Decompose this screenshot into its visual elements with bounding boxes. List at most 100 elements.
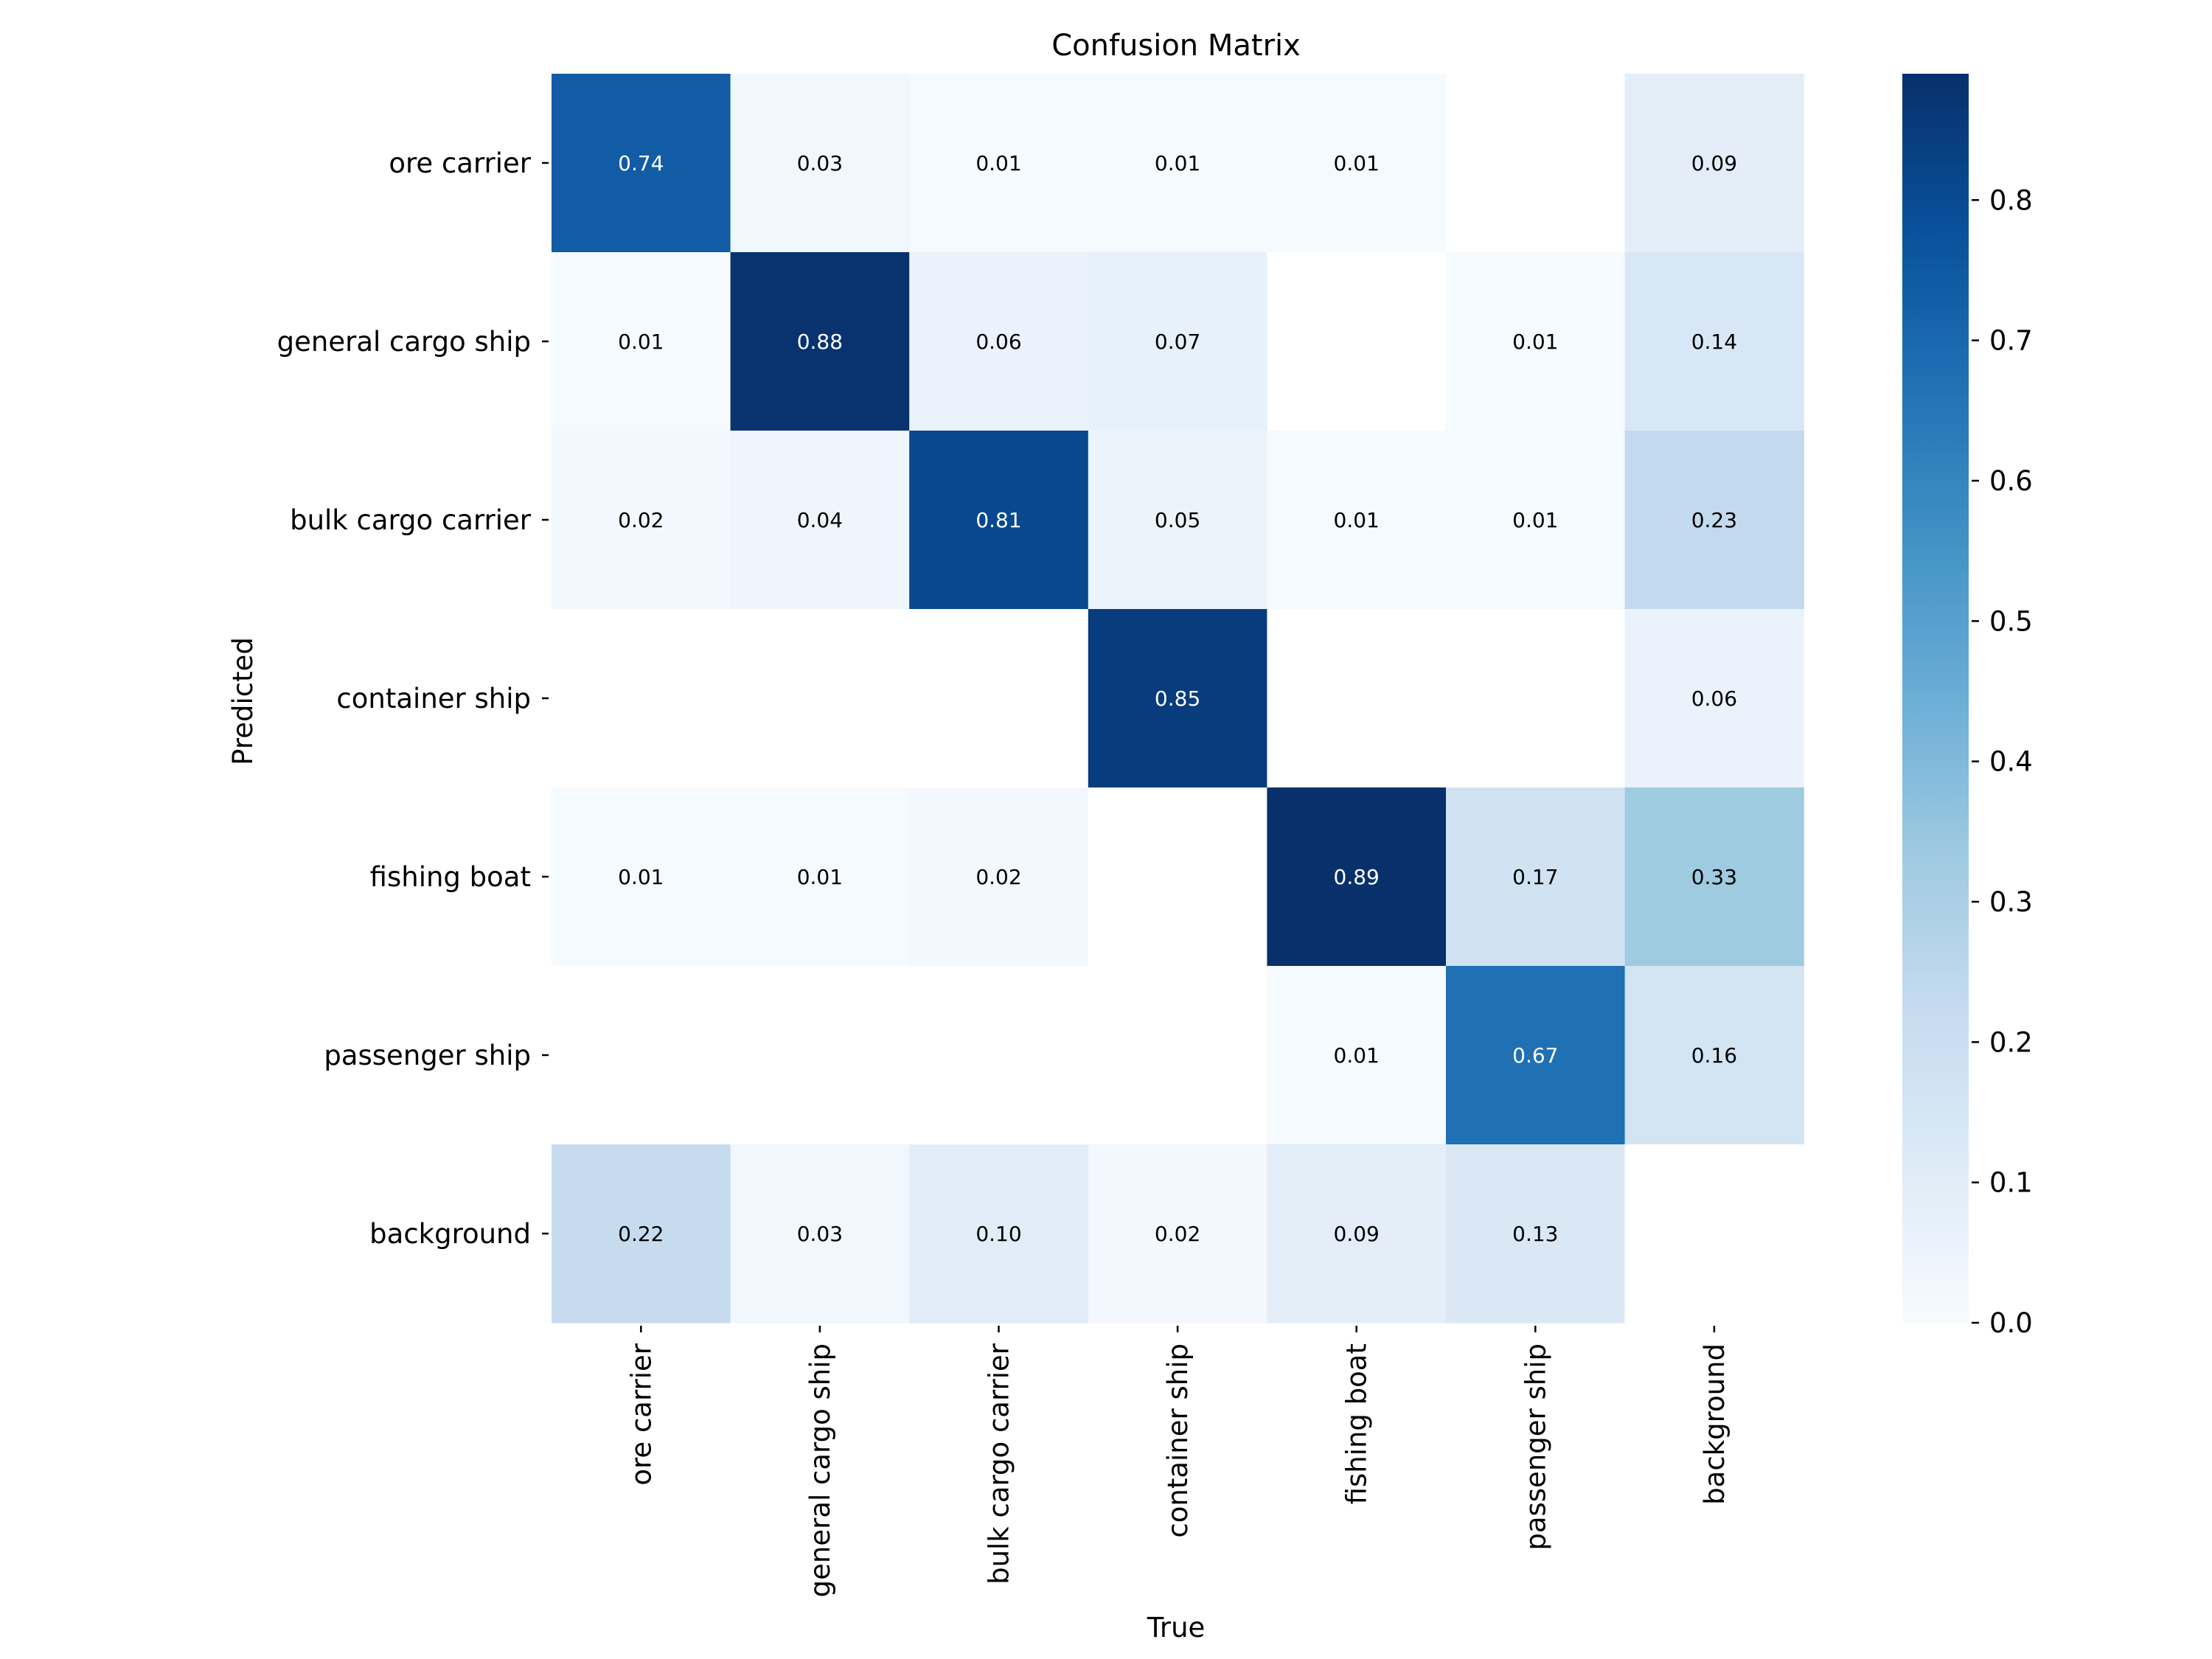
- heatmap-cell: [1088, 1144, 1267, 1324]
- colorbar-tick-label: 0.1: [1989, 1167, 2033, 1199]
- cell-value-label: 0.01: [618, 865, 664, 889]
- cell-value-label: 0.01: [1334, 1043, 1380, 1068]
- cell-value-label: 0.02: [975, 865, 1021, 889]
- cell-value-label: 0.09: [1334, 1222, 1380, 1246]
- cell-value-label: 0.06: [1691, 686, 1737, 711]
- heatmap-cell: [1267, 966, 1447, 1145]
- heatmap-cell: [1267, 609, 1447, 788]
- heatmap-cell: [730, 252, 910, 431]
- heatmap-cell: [1446, 609, 1626, 788]
- heatmap-cell: [552, 966, 731, 1145]
- cell-value-label: 0.01: [1334, 151, 1380, 175]
- cell-value-label: 0.89: [1334, 865, 1380, 889]
- heatmap-cell: [909, 966, 1089, 1145]
- y-tick-label: container ship: [336, 683, 531, 714]
- y-tick-label: background: [369, 1218, 531, 1250]
- x-axis-label: True: [1147, 1612, 1206, 1644]
- heatmap-cell: [1088, 609, 1267, 788]
- colorbar-tick-label: 0.4: [1989, 746, 2033, 778]
- heatmap-cell: [1446, 966, 1626, 1145]
- cell-value-label: 0.01: [1155, 151, 1200, 175]
- heatmap-cell: [1267, 74, 1447, 253]
- chart-title: Confusion Matrix: [1051, 29, 1301, 63]
- colorbar-tick-label: 0.0: [1989, 1307, 2033, 1339]
- colorbar-tick-label: 0.6: [1989, 465, 2033, 497]
- heatmap-cell: [730, 609, 910, 788]
- cell-value-label: 0.01: [1512, 508, 1558, 532]
- heatmap-cell: [909, 787, 1089, 967]
- heatmap-cell: [1624, 1144, 1804, 1324]
- heatmap-cell: [1088, 966, 1267, 1145]
- heatmap-cell: [552, 609, 731, 788]
- heatmap-cell: [1446, 787, 1626, 967]
- heatmap-cell: [1624, 966, 1804, 1145]
- heatmap-cell: [1446, 252, 1626, 431]
- heatmap-cell: [1446, 1144, 1626, 1324]
- cell-value-label: 0.01: [975, 151, 1021, 175]
- cell-value-label: 0.05: [1155, 508, 1200, 532]
- heatmap-cell: [1088, 431, 1267, 610]
- y-tick-label: passenger ship: [324, 1040, 531, 1071]
- heatmap-cell: [1624, 787, 1804, 967]
- cell-value-label: 0.09: [1691, 151, 1737, 175]
- colorbar-tick-label: 0.7: [1989, 325, 2033, 357]
- y-tick-label: ore carrier: [389, 147, 531, 179]
- x-tick-label: background: [1699, 1343, 1731, 1505]
- heatmap-cell: [730, 787, 910, 967]
- cell-value-label: 0.33: [1691, 865, 1737, 889]
- cell-value-label: 0.23: [1691, 508, 1737, 532]
- cell-value-label: 0.14: [1691, 330, 1737, 354]
- cell-value-label: 0.01: [797, 865, 843, 889]
- cell-value-label: 0.17: [1512, 865, 1558, 889]
- cell-value-label: 0.02: [618, 508, 664, 532]
- heatmap-cell: [1624, 74, 1804, 253]
- x-tick-label: fishing boat: [1341, 1343, 1373, 1504]
- cell-value-label: 0.06: [975, 330, 1021, 354]
- heatmap-cell: [909, 74, 1089, 253]
- heatmap-cell: [1446, 431, 1626, 610]
- x-axis: ore carrier general cargo ship bulk cargo …: [625, 1326, 1731, 1597]
- cell-value-label: 0.07: [1155, 330, 1200, 354]
- cell-value-label: 0.01: [1334, 508, 1380, 532]
- y-axis: ore carrier general cargo ship bulk cargo …: [277, 147, 549, 1250]
- heatmap-cell: [552, 252, 731, 431]
- heatmap-cell: [909, 609, 1089, 788]
- colorbar-tick-label: 0.5: [1989, 605, 2033, 637]
- heatmap-cell: [552, 787, 731, 967]
- heatmap-cell: [1267, 252, 1447, 431]
- y-axis-label: Predicted: [227, 637, 259, 765]
- cell-value-label: 0.03: [797, 151, 843, 175]
- heatmap-cells: 0.74 0.03 0.01 0.01 0.01 0.09 0.01 0.88 0.06 0.07…: [552, 74, 1804, 1324]
- heatmap-cell: [1088, 787, 1267, 967]
- cell-value-label: 0.74: [618, 151, 664, 175]
- x-tick-label: bulk cargo carrier: [984, 1343, 1015, 1585]
- heatmap-cell: [552, 431, 731, 610]
- cell-value-label: 0.88: [797, 330, 843, 354]
- cell-value-label: 0.85: [1155, 686, 1200, 711]
- colorbar-gradient: [1902, 74, 1969, 1323]
- heatmap-cell: [909, 252, 1089, 431]
- x-tick-label: container ship: [1162, 1343, 1194, 1538]
- heatmap-cell: [552, 74, 731, 253]
- cell-value-label: 0.04: [797, 508, 843, 532]
- cell-value-label: 0.01: [1512, 330, 1558, 354]
- heatmap-cell: [909, 431, 1089, 610]
- heatmap-cell: [730, 431, 910, 610]
- heatmap-cell: [1624, 252, 1804, 431]
- cell-value-label: 0.03: [797, 1222, 843, 1246]
- heatmap-cell: [1446, 74, 1626, 253]
- cell-value-label: 0.13: [1512, 1222, 1558, 1246]
- heatmap-cell: [1624, 431, 1804, 610]
- cell-value-label: 0.10: [975, 1222, 1021, 1246]
- cell-value-label: 0.22: [618, 1222, 664, 1246]
- heatmap-cell: [730, 966, 910, 1145]
- y-tick-label: general cargo ship: [277, 326, 531, 358]
- heatmap-cell: [909, 1144, 1089, 1324]
- colorbar-tick-label: 0.2: [1989, 1026, 2033, 1058]
- heatmap-cell: [1267, 787, 1447, 967]
- heatmap-cell: [1088, 252, 1267, 431]
- cell-value-label: 0.67: [1512, 1043, 1558, 1068]
- cell-value-label: 0.01: [618, 330, 664, 354]
- x-tick-label: general cargo ship: [804, 1343, 836, 1597]
- heatmap-cell: [1267, 1144, 1447, 1324]
